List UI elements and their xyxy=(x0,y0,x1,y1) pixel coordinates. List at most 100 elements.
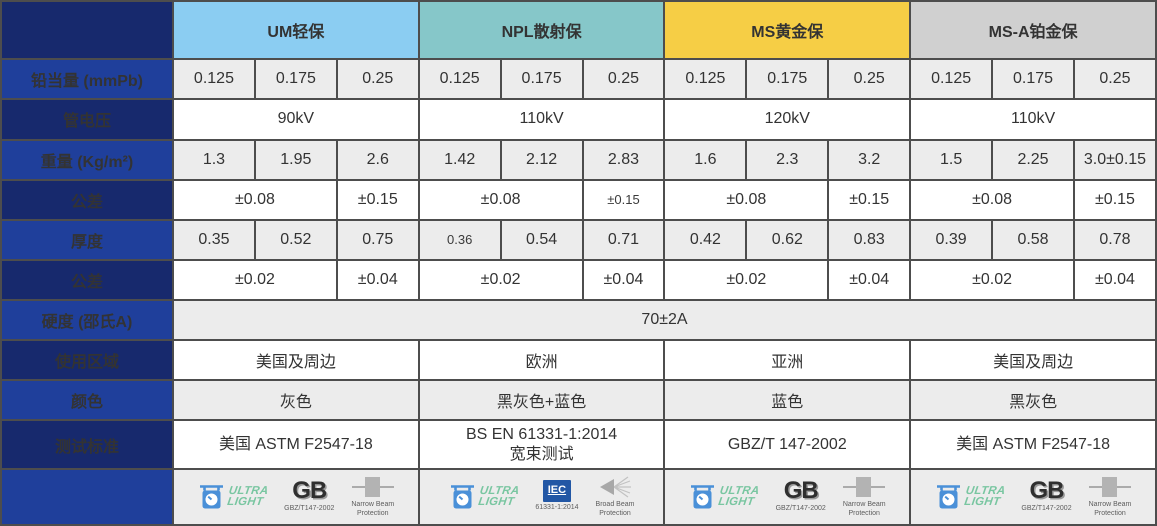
value-cell: 美国 ASTM F2547-18 xyxy=(909,419,1157,470)
value-cell: ±0.15 xyxy=(581,178,666,221)
value-cell: 1.95 xyxy=(253,138,338,181)
value-cell: 2.25 xyxy=(991,138,1075,181)
certifications-ms: ULTRA LIGHT GB GBZ/T147-2002 Narrow B xyxy=(663,467,912,526)
ultra-light-line2: LIGHT xyxy=(226,495,264,508)
value-cell: 0.125 xyxy=(417,58,502,101)
value-cell: 0.175 xyxy=(253,58,338,101)
value-cell: ±0.15 xyxy=(335,178,420,221)
value-cell: ±0.02 xyxy=(172,258,338,302)
value-cell: BS EN 61331-1:2014 宽束测试 xyxy=(417,419,666,470)
gb-logo: GB GBZ/T147-2002 xyxy=(775,477,826,513)
ultra-light-logo: ULTRA LIGHT xyxy=(198,483,269,511)
standard-text: 美国 ASTM F2547-18 xyxy=(218,435,373,453)
narrow-beam-text: Narrow Beam Protection xyxy=(842,501,886,517)
value-cell: 0.78 xyxy=(1072,218,1157,261)
value-cell: 0.25 xyxy=(335,58,420,101)
row-label-usage-region: 使用区域 xyxy=(0,339,174,382)
header-npl: NPL散射保 xyxy=(417,0,666,61)
value-cell: 0.175 xyxy=(745,58,830,101)
value-cell: 110kV xyxy=(417,98,666,141)
value-cell: 2.12 xyxy=(499,138,584,181)
value-cell: ±0.04 xyxy=(827,258,912,302)
row-label-thickness-tolerance: 公差 xyxy=(0,258,174,302)
value-cell: 0.125 xyxy=(172,58,256,101)
value-cell: ±0.02 xyxy=(663,258,830,302)
value-cell: 0.71 xyxy=(581,218,666,261)
row-label-weight-tolerance: 公差 xyxy=(0,178,174,221)
value-cell: ±0.04 xyxy=(581,258,666,302)
value-cell: 亚洲 xyxy=(663,339,912,382)
value-cell: 灰色 xyxy=(172,379,420,422)
ultra-light-text: ULTRA LIGHT xyxy=(477,484,520,508)
value-cell: ±0.02 xyxy=(417,258,584,302)
value-cell: 0.58 xyxy=(991,218,1075,261)
value-cell: 1.42 xyxy=(417,138,502,181)
value-cell: 0.62 xyxy=(745,218,830,261)
value-cell: ±0.15 xyxy=(827,178,912,221)
value-cell: 0.125 xyxy=(909,58,994,101)
gb-logo: GB GBZ/T147-2002 xyxy=(1021,477,1072,513)
value-cell: 蓝色 xyxy=(663,379,912,422)
ultra-light-logo: ULTRA LIGHT xyxy=(935,483,1007,511)
header-ms: MS黄金保 xyxy=(663,0,912,61)
iec-standard-text: 61331-1:2014 xyxy=(535,504,579,512)
value-cell: 3.0±0.15 xyxy=(1072,138,1157,181)
value-cell: 0.54 xyxy=(499,218,584,261)
value-cell: 0.42 xyxy=(663,218,748,261)
certifications-npl: ULTRA LIGHT IEC 61331-1:2014 Broad Beam xyxy=(417,467,666,526)
narrow-beam-icon xyxy=(351,477,394,498)
value-cell: 2.6 xyxy=(335,138,420,181)
value-cell: 2.83 xyxy=(581,138,666,181)
value-cell: 0.52 xyxy=(253,218,338,261)
narrow-beam-protection-logo: Narrow Beam Protection xyxy=(351,475,394,519)
value-cell: GBZ/T 147-2002 xyxy=(663,419,912,470)
row-label-certifications xyxy=(0,467,174,526)
row-label-color: 颜色 xyxy=(0,379,174,422)
value-cell: ±0.08 xyxy=(663,178,830,221)
broad-beam-protection-logo: Broad Beam Protection xyxy=(596,475,634,519)
narrow-beam-text: Narrow Beam Protection xyxy=(1088,501,1132,517)
standard-text: 宽束测试 xyxy=(509,445,574,463)
ultra-light-logo: ULTRA LIGHT xyxy=(689,483,760,511)
value-cell: 0.175 xyxy=(499,58,584,101)
row-label-hardness: 硬度 (邵氏A) xyxy=(0,299,174,342)
value-cell: 1.3 xyxy=(172,138,256,181)
value-cell: 黑灰色+蓝色 xyxy=(417,379,666,422)
gb-logo: GB GBZ/T147-2002 xyxy=(284,479,334,514)
value-cell: 3.2 xyxy=(827,138,912,181)
iec-logo: IEC 61331-1:2014 xyxy=(535,480,579,513)
value-cell: 70±2A xyxy=(172,299,1157,342)
ultra-light-logo: ULTRA LIGHT xyxy=(449,483,520,511)
value-cell: 0.35 xyxy=(172,218,256,261)
header-um: UM轻保 xyxy=(172,0,420,61)
scale-icon xyxy=(199,485,223,509)
value-cell: 欧洲 xyxy=(417,339,666,382)
value-cell: 0.75 xyxy=(335,218,420,261)
row-label-tube-voltage: 管电压 xyxy=(0,98,174,141)
value-cell: 0.36 xyxy=(417,218,502,261)
narrow-beam-protection-logo: Narrow Beam Protection xyxy=(1088,475,1132,519)
value-cell: 0.175 xyxy=(991,58,1075,101)
value-cell: 美国及周边 xyxy=(172,339,420,382)
value-cell: 1.5 xyxy=(909,138,994,181)
standard-text: GBZ/T 147-2002 xyxy=(727,435,847,453)
header-msa: MS-A铂金保 xyxy=(909,0,1157,61)
value-cell: 美国及周边 xyxy=(909,339,1157,382)
ultra-light-text: ULTRA LIGHT xyxy=(963,484,1007,508)
value-cell: 0.25 xyxy=(1072,58,1157,101)
value-cell: ±0.08 xyxy=(172,178,338,221)
ultra-light-text: ULTRA LIGHT xyxy=(226,485,269,508)
standard-text: BS EN 61331-1:2014 xyxy=(465,425,618,443)
certifications-um: ULTRA LIGHT GB GBZ/T147-2002 Narrow B xyxy=(172,467,420,526)
value-cell: 1.6 xyxy=(663,138,748,181)
value-cell: ±0.08 xyxy=(417,178,584,221)
row-label-test-standard: 测试标准 xyxy=(0,419,174,470)
value-cell: 2.3 xyxy=(745,138,830,181)
value-cell: 110kV xyxy=(909,98,1157,141)
row-label-weight: 重量 (Kg/m²) xyxy=(0,138,174,181)
corner-cell xyxy=(0,0,174,61)
narrow-beam-protection-logo: Narrow Beam Protection xyxy=(843,475,886,519)
value-cell: ±0.08 xyxy=(909,178,1075,221)
standard-text: 美国 ASTM F2547-18 xyxy=(956,435,1110,453)
